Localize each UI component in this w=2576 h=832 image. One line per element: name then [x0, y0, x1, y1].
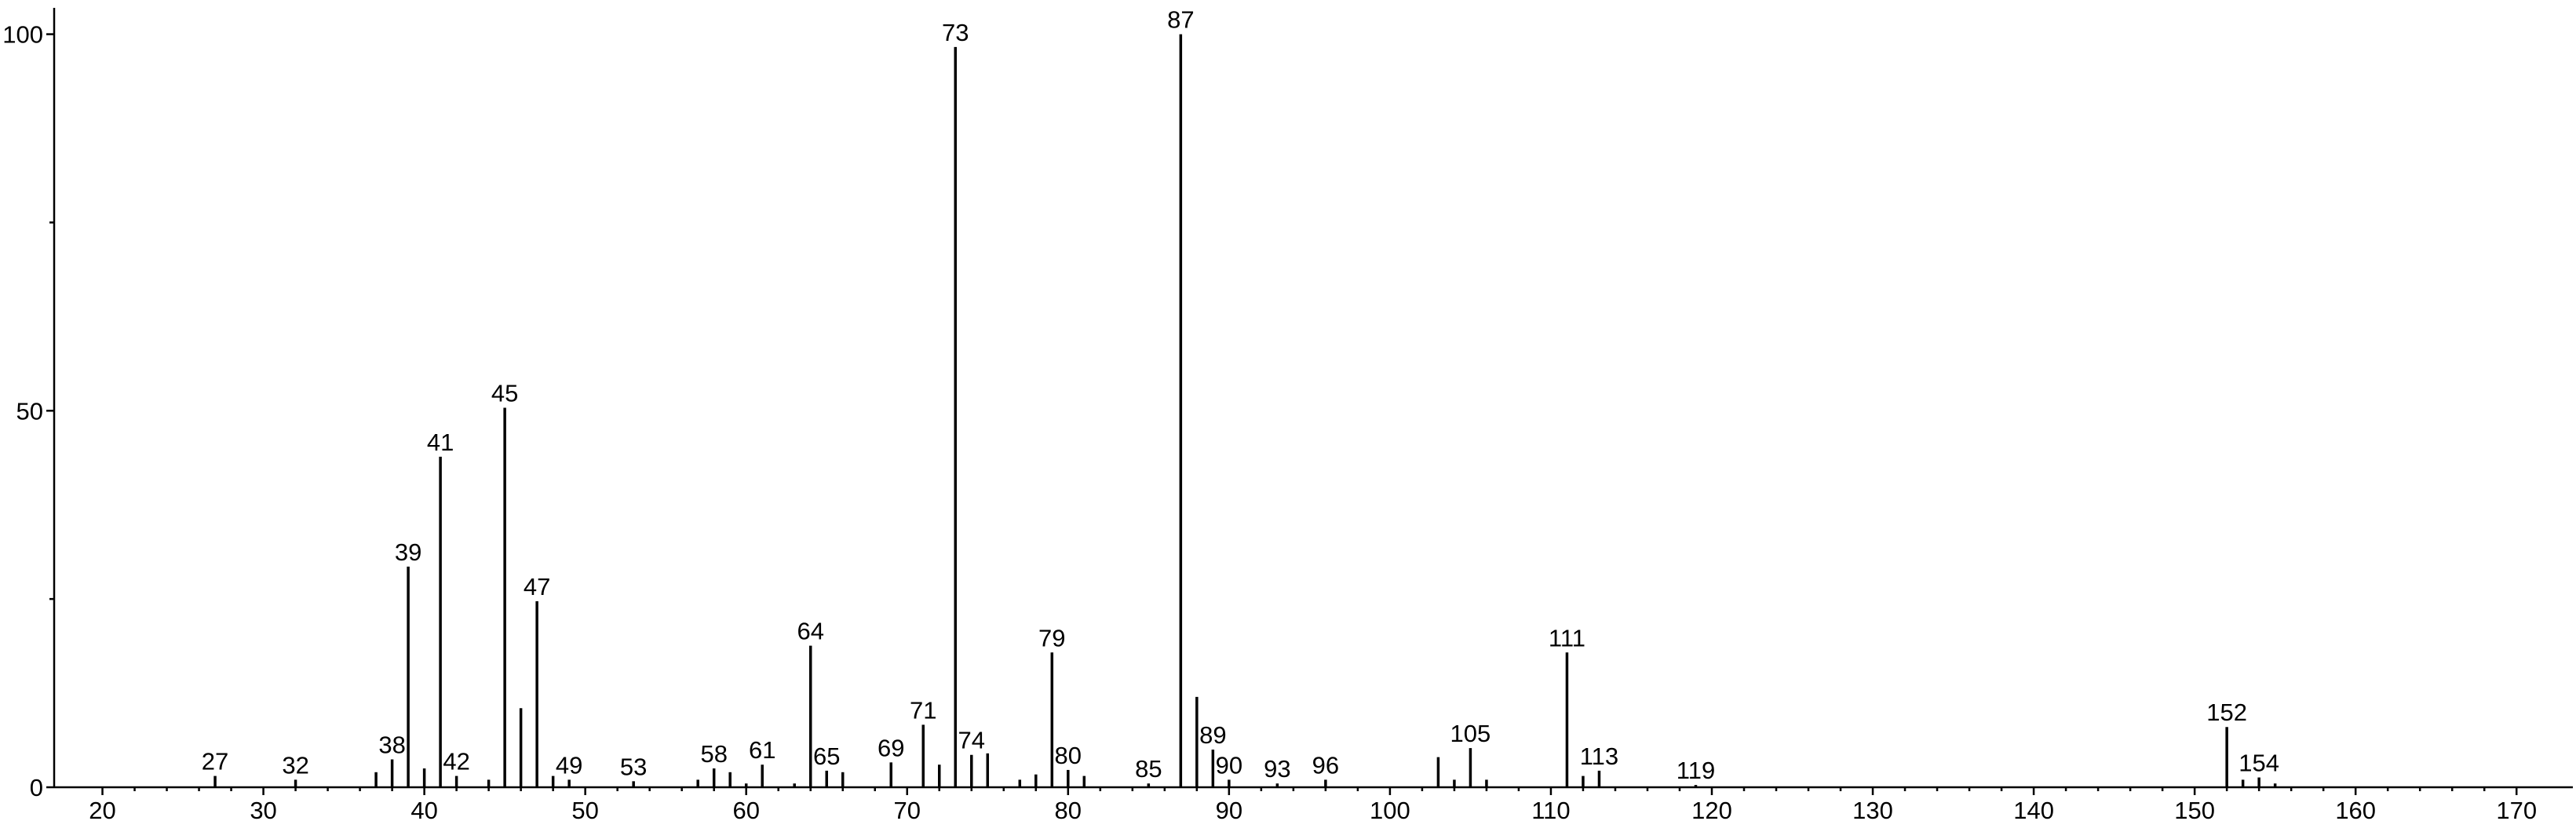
x-tick-label: 150 [2174, 797, 2215, 824]
peak-label: 32 [282, 751, 308, 779]
peak-label: 53 [620, 753, 647, 780]
peak-label: 49 [556, 751, 582, 779]
peak-label: 119 [1677, 757, 1715, 784]
x-tick-label: 140 [2013, 797, 2054, 824]
x-tick-label: 60 [732, 797, 759, 824]
y-tick-label: 0 [30, 774, 43, 801]
peak-label: 69 [878, 734, 904, 761]
peak-label: 93 [1264, 755, 1290, 783]
peak-label: 38 [378, 732, 405, 759]
peak-label: 42 [443, 748, 469, 775]
peak-label: 61 [749, 736, 775, 764]
peak-label: 71 [910, 696, 936, 724]
x-tick-label: 30 [250, 797, 276, 824]
peak-label: 113 [1580, 743, 1618, 770]
peak-label: 105 [1450, 720, 1491, 747]
x-tick-label: 20 [89, 797, 115, 824]
x-tick-label: 90 [1216, 797, 1242, 824]
x-tick-label: 130 [1852, 797, 1893, 824]
x-tick-label: 120 [1691, 797, 1732, 824]
x-tick-label: 100 [1370, 797, 1410, 824]
y-tick-label: 100 [2, 21, 43, 49]
y-tick-label: 50 [16, 397, 43, 425]
peak-label: 45 [491, 379, 518, 407]
peak-label: 58 [700, 740, 727, 768]
peak-label: 87 [1167, 6, 1194, 34]
peak-label: 73 [942, 19, 969, 46]
x-tick-label: 160 [2335, 797, 2376, 824]
peak-label: 80 [1055, 742, 1082, 769]
x-tick-label: 170 [2496, 797, 2537, 824]
peak-label: 41 [427, 429, 454, 456]
peak-label: 111 [1549, 624, 1585, 651]
peak-label: 79 [1038, 624, 1065, 651]
peak-label: 90 [1216, 751, 1242, 779]
x-tick-label: 40 [410, 797, 437, 824]
x-tick-label: 80 [1055, 797, 1082, 824]
peak-label: 96 [1312, 751, 1339, 779]
peak-label: 89 [1199, 721, 1226, 749]
peak-label: 152 [2206, 699, 2247, 726]
peak-label: 154 [2238, 750, 2279, 777]
peak-label: 65 [813, 743, 840, 770]
x-tick-label: 50 [571, 797, 598, 824]
peak-label: 39 [395, 538, 421, 566]
peak-label: 47 [524, 573, 550, 600]
peak-label: 74 [958, 727, 985, 754]
peak-label: 27 [202, 748, 228, 775]
x-tick-label: 70 [894, 797, 921, 824]
peak-label: 85 [1135, 755, 1162, 783]
peak-label: 64 [797, 618, 823, 645]
x-tick-label: 110 [1531, 797, 1570, 824]
